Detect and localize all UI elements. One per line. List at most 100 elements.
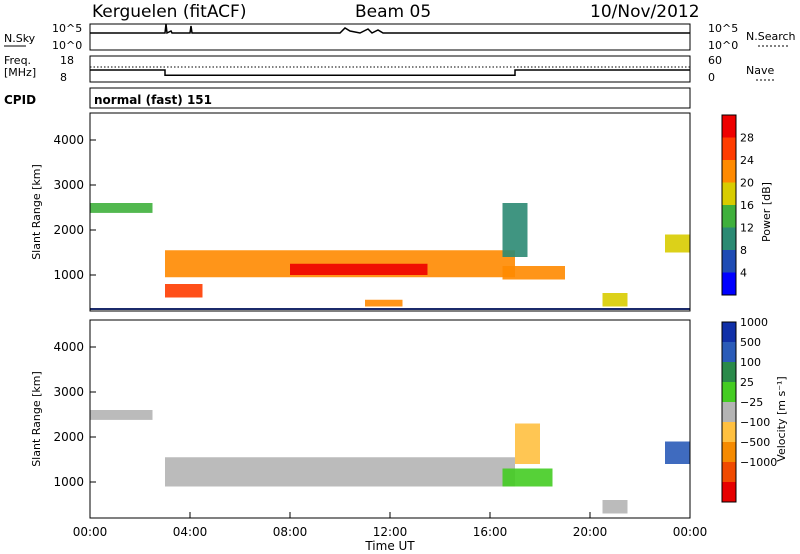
noise-search-label: N.Search [746, 30, 796, 43]
power-ytick-label-3: 1000 [53, 268, 84, 282]
velocity-colorbar-segment-8 [722, 322, 736, 342]
velocity-ytick-label-1: 3000 [53, 385, 84, 399]
velocity-colorbar-tick-5: −100 [740, 416, 770, 429]
velocity-colorbar-segment-5 [722, 382, 736, 402]
power-colorbar-tick-1: 24 [740, 154, 754, 167]
xtick-label-1: 04:00 [173, 525, 208, 539]
velocity-ylabel: Slant Range [km] [30, 371, 43, 467]
freq-label-line2: [MHz] [4, 66, 36, 79]
velocity-colorbar-tick-3: 25 [740, 376, 754, 389]
power-colorbar-tick-0: 28 [740, 132, 754, 145]
xtick-label-5: 20:00 [573, 525, 608, 539]
nave-label: Nave [746, 64, 774, 77]
freq-label-line1: Freq. [4, 54, 31, 67]
velocity-region-2 [502, 468, 553, 487]
power-region-7 [665, 234, 690, 253]
velocity-region-4 [665, 441, 690, 464]
noise-sky-trace [90, 23, 690, 35]
power-panel-bg [90, 113, 690, 311]
cpid-label: CPID [4, 93, 36, 107]
freq-step-trace [90, 69, 690, 76]
velocity-colorbar-segment-3 [722, 422, 736, 442]
power-colorbar-tick-3: 16 [740, 199, 754, 212]
power-ytick-label-1: 3000 [53, 178, 84, 192]
power-colorbar: 28 24 20 16 12 8 4 [721, 114, 754, 296]
cpid-value: normal (fast) 151 [94, 93, 212, 107]
xtick-label-0: 00:00 [73, 525, 108, 539]
cpid-panel-frame [89, 87, 691, 109]
power-colorbar-segment-4 [722, 182, 736, 205]
velocity-colorbar-label: Velocity [m s⁻¹] [775, 376, 788, 461]
power-colorbar-tick-4: 12 [740, 222, 754, 235]
power-colorbar-segment-1 [722, 250, 736, 273]
velocity-colorbar-segment-7 [722, 342, 736, 362]
nave-right-tick-top: 60 [708, 54, 722, 67]
xtick-label-3: 12:00 [373, 525, 408, 539]
x-axis-ticks: 00:00 04:00 08:00 12:00 16:00 20:00 00:00 [73, 512, 708, 539]
power-ylabel: Slant Range [km] [30, 164, 43, 260]
velocity-colorbar-segment-0 [722, 482, 736, 502]
velocity-colorbar: 1000 500 100 25 −25 −100 −500 −1000 [721, 316, 777, 503]
power-region-5 [502, 203, 528, 257]
power-panel-frame [89, 112, 691, 312]
velocity-colorbar-tick-2: 100 [740, 356, 761, 369]
power-region-2 [290, 263, 428, 275]
date-title: 10/Nov/2012 [590, 2, 700, 22]
velocity-colorbar-tick-0: 1000 [740, 316, 768, 329]
nave-right-tick-bottom: 0 [708, 71, 715, 84]
velocity-region-0 [90, 410, 153, 420]
power-colorbar-tick-2: 20 [740, 177, 754, 190]
xtick-label-6: 00:00 [673, 525, 708, 539]
velocity-colorbar-segment-6 [722, 362, 736, 382]
noise-right-tick-top: 10^5 [708, 22, 738, 35]
power-ytick-label-0: 4000 [53, 133, 84, 147]
power-colorbar-segment-2 [722, 227, 736, 250]
power-colorbar-tick-6: 4 [740, 267, 747, 280]
power-colorbar-segment-0 [722, 272, 736, 295]
velocity-colorbar-tick-7: −1000 [740, 456, 777, 469]
xtick-label-4: 16:00 [473, 525, 508, 539]
xtick-label-2: 08:00 [273, 525, 308, 539]
velocity-colorbar-frame [721, 321, 737, 503]
velocity-region-5 [602, 500, 628, 514]
power-region-0 [90, 203, 153, 213]
power-colorbar-tick-5: 8 [740, 244, 747, 257]
noise-right-tick-bottom: 10^0 [708, 39, 738, 52]
noise-left-tick-top: 10^5 [52, 22, 82, 35]
noise-panel-frame [89, 23, 691, 51]
velocity-colorbar-tick-1: 500 [740, 336, 761, 349]
power-ytick-label-2: 2000 [53, 223, 84, 237]
freq-left-tick-bottom: 8 [60, 71, 67, 84]
power-region-4 [502, 266, 565, 280]
velocity-colorbar-segment-2 [722, 442, 736, 462]
power-region-6 [602, 293, 628, 307]
power-colorbar-segment-5 [722, 160, 736, 183]
power-colorbar-segment-6 [722, 137, 736, 160]
freq-panel-frame [89, 55, 691, 83]
velocity-colorbar-segment-4 [722, 402, 736, 422]
velocity-colorbar-segment-1 [722, 462, 736, 482]
beam-title: Beam 05 [355, 2, 431, 22]
power-colorbar-frame [721, 114, 737, 296]
velocity-colorbar-tick-6: −500 [740, 436, 770, 449]
velocity-panel-bg [90, 320, 690, 518]
noise-sky-label: N.Sky [4, 32, 36, 45]
power-region-8 [365, 299, 403, 307]
x-axis-label: Time UT [364, 539, 415, 553]
power-colorbar-segment-7 [722, 115, 736, 138]
velocity-yticks-group: 4000 3000 2000 1000 [53, 340, 96, 489]
velocity-region-3 [515, 423, 540, 464]
velocity-region-1 [165, 457, 515, 487]
power-region-3 [165, 284, 203, 298]
noise-left-tick-bottom: 10^0 [52, 39, 82, 52]
freq-left-tick-top: 18 [60, 54, 74, 67]
power-data-group [90, 203, 690, 307]
velocity-colorbar-tick-4: −25 [740, 396, 763, 409]
velocity-data-group [90, 410, 690, 514]
velocity-ytick-label-2: 2000 [53, 430, 84, 444]
velocity-ytick-label-0: 4000 [53, 340, 84, 354]
station-title: Kerguelen (fitACF) [92, 2, 246, 22]
velocity-ytick-label-3: 1000 [53, 475, 84, 489]
power-colorbar-segment-3 [722, 205, 736, 228]
